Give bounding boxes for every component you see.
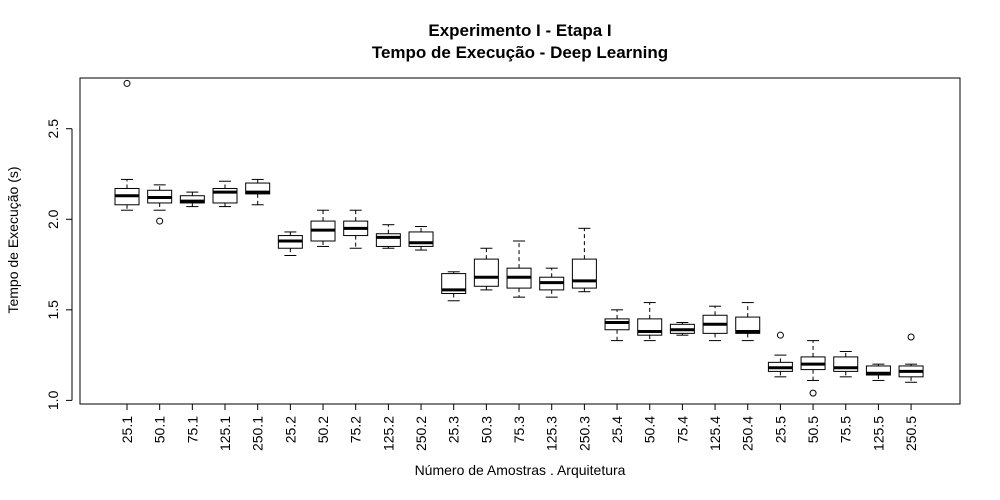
iqr-box <box>735 316 761 334</box>
y-tick-label: 1.5 <box>45 300 61 320</box>
y-tick-label: 1.0 <box>45 390 61 410</box>
box-75.5 <box>833 350 859 378</box>
box-50.2 <box>310 209 336 247</box>
outlier-point <box>776 331 784 339</box>
box-75.4 <box>669 322 695 336</box>
outlier-point <box>907 333 915 341</box>
box-250.4 <box>735 302 761 342</box>
boxes-group <box>114 79 924 397</box>
box-25.5 <box>767 331 793 378</box>
iqr-box <box>375 233 401 247</box>
outlier-point <box>123 79 131 87</box>
x-tick-label: 75.5 <box>838 416 854 443</box>
box-50.1 <box>147 184 173 225</box>
iqr-box <box>245 182 271 195</box>
box-125.4 <box>702 305 728 342</box>
x-tick-label: 125.2 <box>380 416 396 451</box>
x-tick-label: 125.1 <box>217 416 233 451</box>
iqr-box <box>473 258 499 287</box>
x-tick-label: 125.5 <box>870 416 886 451</box>
x-tick-label: 50.5 <box>805 416 821 443</box>
box-250.2 <box>408 226 434 251</box>
x-tick-label: 25.1 <box>119 416 135 443</box>
x-tick-label: 75.4 <box>674 416 690 443</box>
box-125.5 <box>865 363 891 381</box>
box-25.1 <box>114 79 140 211</box>
box-25.3 <box>441 271 467 302</box>
outlier-point <box>809 389 817 397</box>
y-axis-label: Tempo de Execução (s) <box>5 166 21 313</box>
x-tick-label: 75.2 <box>348 416 364 443</box>
x-tick-label: 50.1 <box>152 416 168 443</box>
box-125.1 <box>212 180 238 208</box>
x-tick-label: 50.2 <box>315 416 331 443</box>
x-tick-label: 125.4 <box>707 416 723 451</box>
y-tick-label: 2.0 <box>45 209 61 229</box>
x-tick-label: 250.1 <box>250 416 266 451</box>
x-tick-label: 25.5 <box>772 416 788 443</box>
iqr-box <box>865 365 891 376</box>
iqr-box <box>179 195 205 204</box>
x-tick-label: 250.4 <box>740 416 756 451</box>
box-75.2 <box>343 209 369 249</box>
x-tick-label: 125.3 <box>544 416 560 451</box>
x-tick-label: 25.4 <box>609 416 625 443</box>
box-250.5 <box>898 333 924 383</box>
box-25.2 <box>277 231 303 256</box>
x-tick-label: 50.4 <box>642 416 658 443</box>
x-tick-label: 25.2 <box>282 416 298 443</box>
chart-subtitle: Tempo de Execução - Deep Learning <box>372 43 668 62</box>
y-axis: 1.0 1.5 2.0 2.5 <box>45 119 73 410</box>
box-250.1 <box>245 178 271 206</box>
outlier-point <box>156 217 164 225</box>
x-axis: 25.1 50.1 75.1 125.1 250.1 25.2 50.2 75.2 125.2 2… <box>119 403 919 451</box>
box-250.3 <box>571 227 597 293</box>
x-tick-label: 75.3 <box>511 416 527 443</box>
chart-title: Experimento I - Etapa I <box>428 21 611 40</box>
box-75.1 <box>179 191 205 208</box>
x-tick-label: 250.5 <box>903 416 919 451</box>
box-50.5 <box>800 340 826 397</box>
box-75.3 <box>506 240 532 298</box>
iqr-box <box>571 258 597 289</box>
x-tick-label: 250.2 <box>413 416 429 451</box>
box-25.4 <box>604 309 630 342</box>
x-tick-label: 25.3 <box>446 416 462 443</box>
iqr-box <box>604 318 630 331</box>
x-tick-label: 75.1 <box>184 416 200 443</box>
y-tick-label: 2.5 <box>45 119 61 139</box>
box-125.3 <box>539 267 565 298</box>
box-125.2 <box>375 224 401 249</box>
x-tick-label: 250.3 <box>576 416 592 451</box>
x-tick-label: 50.3 <box>478 416 494 443</box>
box-50.4 <box>637 302 663 342</box>
x-axis-label: Número de Amostras . Arquitetura <box>415 462 626 478</box>
box-50.3 <box>473 247 499 291</box>
